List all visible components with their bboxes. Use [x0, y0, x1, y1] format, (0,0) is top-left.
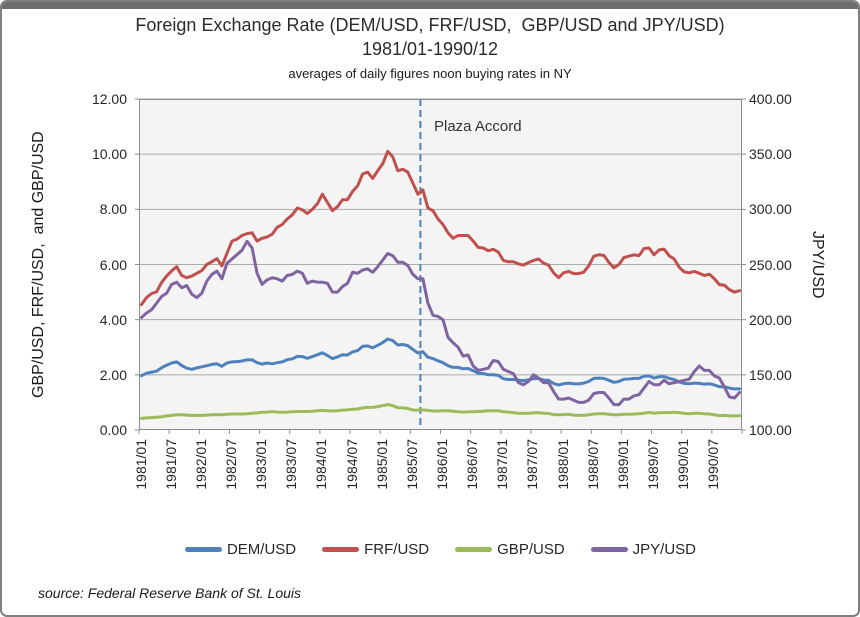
left-axis-tick-label: 6.00 — [99, 256, 127, 273]
x-axis-tick-label: 1989/01 — [614, 439, 631, 490]
left-axis-tick-label: 10.00 — [91, 146, 127, 163]
x-axis-tick-label: 1987/01 — [494, 439, 511, 490]
x-axis-tick-label: 1989/07 — [645, 439, 662, 490]
legend-label: FRF/USD — [364, 541, 430, 558]
source-note: source: Federal Reserve Bank of St. Loui… — [38, 585, 302, 601]
right-axis-title: JPY/USD — [809, 230, 826, 299]
window-top-bar — [2, 2, 858, 9]
left-axis-tick-label: 2.00 — [99, 366, 127, 383]
legend-line-swatch — [590, 547, 628, 552]
x-axis-tick-label: 1981/01 — [132, 439, 149, 490]
x-axis-tick-label: 1990/07 — [705, 439, 722, 490]
left-axis-tick-label: 8.00 — [99, 201, 127, 218]
x-axis-tick-label: 1982/01 — [192, 439, 209, 490]
legend: DEM/USD FRF/USD GBP/USD JPY/USD — [139, 541, 742, 558]
x-axis-tick-label: 1986/07 — [464, 439, 481, 490]
left-axis-title: GBP/USD, FRF/USD, and GBP/USD — [30, 131, 47, 398]
legend-label: DEM/USD — [226, 541, 297, 558]
x-axis-tick-label: 1983/07 — [283, 439, 300, 490]
chart-subtitle-range: 1981/01-1990/12 — [361, 39, 499, 59]
right-axis-tick-label: 250.00 — [749, 256, 792, 273]
x-axis-tick-label: 1987/07 — [524, 439, 541, 490]
right-axis-tick-label: 300.00 — [749, 201, 792, 218]
legend-item-gbp-usd: GBP/USD — [455, 541, 565, 558]
chart-title: Foreign Exchange Rate (DEM/USD, FRF/USD,… — [135, 15, 725, 35]
legend-line-swatch — [322, 547, 360, 552]
plot-area — [135, 98, 746, 434]
x-axis-tick-label: 1982/07 — [222, 439, 239, 490]
legend-item-frf-usd: FRF/USD — [322, 541, 429, 558]
x-axis-tick-label: 1983/01 — [253, 439, 270, 490]
right-axis-tick-label: 100.00 — [749, 422, 792, 438]
right-axis-tick-label: 150.00 — [749, 366, 792, 383]
legend-label: JPY/USD — [632, 541, 697, 558]
x-axis-tick-label: 1986/01 — [434, 439, 450, 490]
legend-item-dem-usd: DEM/USD — [184, 541, 297, 558]
series-line-dem-usd — [140, 337, 741, 391]
x-axis-tick-label: 1981/07 — [162, 439, 179, 490]
left-axis-tick-label: 0.00 — [99, 422, 127, 438]
x-axis-tick-label: 1988/07 — [584, 439, 601, 490]
chart-subtitle-note: averages of daily figures noon buying ra… — [288, 66, 572, 81]
right-axis-tick-label: 400.00 — [749, 91, 792, 107]
legend-line-swatch — [184, 547, 222, 552]
x-axis-tick-label: 1984/01 — [313, 439, 330, 490]
x-axis-tick-label: 1984/07 — [343, 439, 360, 490]
x-axis-tick-label: 1990/01 — [675, 439, 692, 490]
legend-line-swatch — [455, 547, 493, 552]
legend-label: GBP/USD — [497, 541, 565, 558]
legend-item-jpy-usd: JPY/USD — [590, 541, 697, 558]
series-line-gbp-usd — [140, 403, 741, 420]
x-axis-tick-label: 1985/01 — [373, 439, 390, 490]
left-axis-tick-label: 4.00 — [99, 311, 127, 328]
left-axis-tick-label: 12.00 — [91, 91, 127, 107]
plaza-accord-annotation: Plaza Accord — [434, 118, 522, 135]
series-line-jpy-usd — [140, 239, 741, 407]
series-line-frf-usd — [140, 149, 741, 306]
right-axis-tick-label: 200.00 — [749, 311, 792, 328]
x-axis-tick-label: 1985/07 — [403, 439, 420, 490]
right-axis-tick-label: 350.00 — [749, 146, 792, 163]
x-axis-tick-label: 1988/01 — [554, 439, 571, 490]
